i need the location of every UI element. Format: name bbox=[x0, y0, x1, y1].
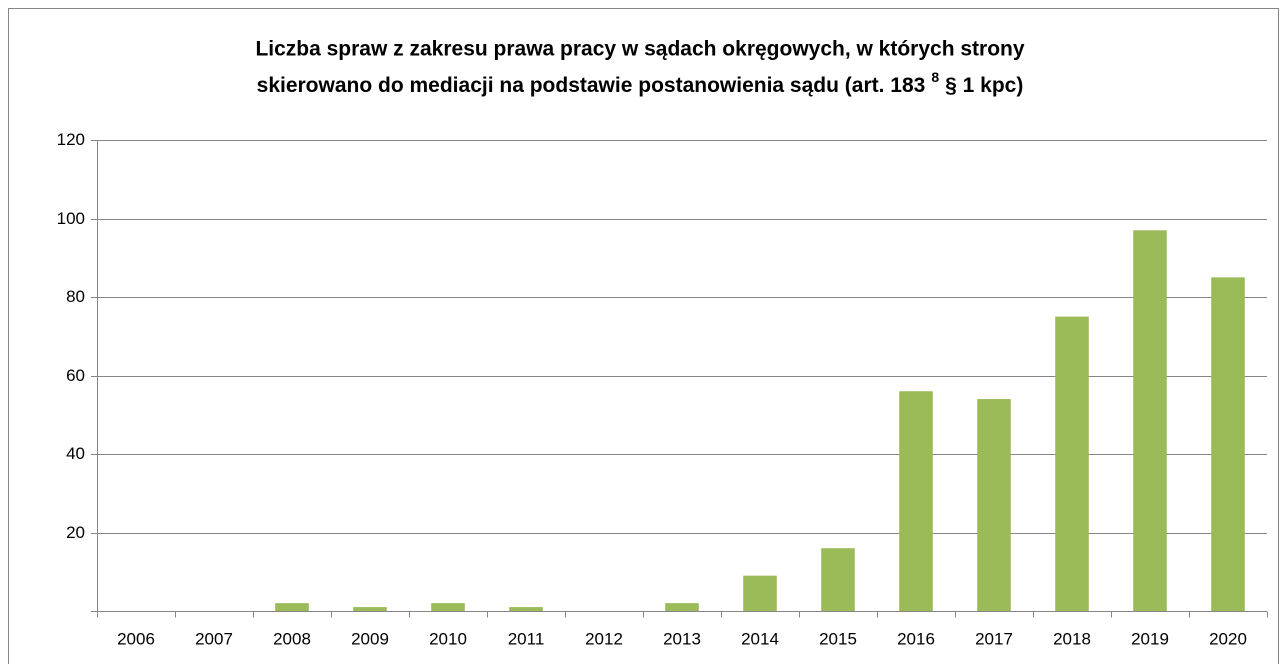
bar bbox=[1211, 277, 1245, 611]
bar bbox=[821, 548, 855, 611]
x-tick-label: 2006 bbox=[117, 629, 155, 648]
title-superscript: 8 bbox=[931, 69, 939, 85]
y-tick-label: 60 bbox=[66, 366, 85, 385]
x-tick-label: 2008 bbox=[273, 629, 311, 648]
title-part: § 1 kpc) bbox=[945, 74, 1023, 97]
x-tick-label: 2012 bbox=[585, 629, 623, 648]
bar bbox=[509, 607, 543, 611]
x-tick-label: 2018 bbox=[1053, 629, 1091, 648]
x-tick-label: 2007 bbox=[195, 629, 233, 648]
x-tick-label: 2010 bbox=[429, 629, 467, 648]
x-tick-label: 2011 bbox=[508, 629, 545, 648]
x-tick-label: 2019 bbox=[1131, 629, 1169, 648]
x-tick-label: 2013 bbox=[663, 629, 701, 648]
y-tick-label: 20 bbox=[66, 523, 85, 542]
x-tick-label: 2014 bbox=[741, 629, 779, 648]
chart-title-line1: Liczba spraw z zakresu prawa pracy w sąd… bbox=[255, 38, 1024, 61]
x-tick-label: 2017 bbox=[975, 629, 1013, 648]
chart-title-line2: skierowano do mediacji na podstawie post… bbox=[257, 69, 1024, 97]
x-tick-label: 2009 bbox=[351, 629, 389, 648]
x-tick-label: 2016 bbox=[897, 629, 935, 648]
bar bbox=[1133, 230, 1167, 611]
bar bbox=[275, 603, 309, 611]
bar bbox=[431, 603, 465, 611]
bar bbox=[977, 399, 1011, 611]
x-tick-label: 2020 bbox=[1209, 629, 1247, 648]
bar bbox=[899, 391, 933, 611]
bar bbox=[353, 607, 387, 611]
bar bbox=[743, 575, 777, 611]
bar bbox=[665, 603, 699, 611]
x-tick-label: 2015 bbox=[819, 629, 857, 648]
y-tick-label: 120 bbox=[57, 130, 85, 149]
y-tick-label: 100 bbox=[57, 209, 85, 228]
bar bbox=[1055, 316, 1089, 611]
title-part: skierowano do mediacji na podstawie post… bbox=[257, 74, 926, 97]
y-tick-label: 80 bbox=[66, 287, 85, 306]
y-tick-label: 40 bbox=[66, 444, 85, 463]
